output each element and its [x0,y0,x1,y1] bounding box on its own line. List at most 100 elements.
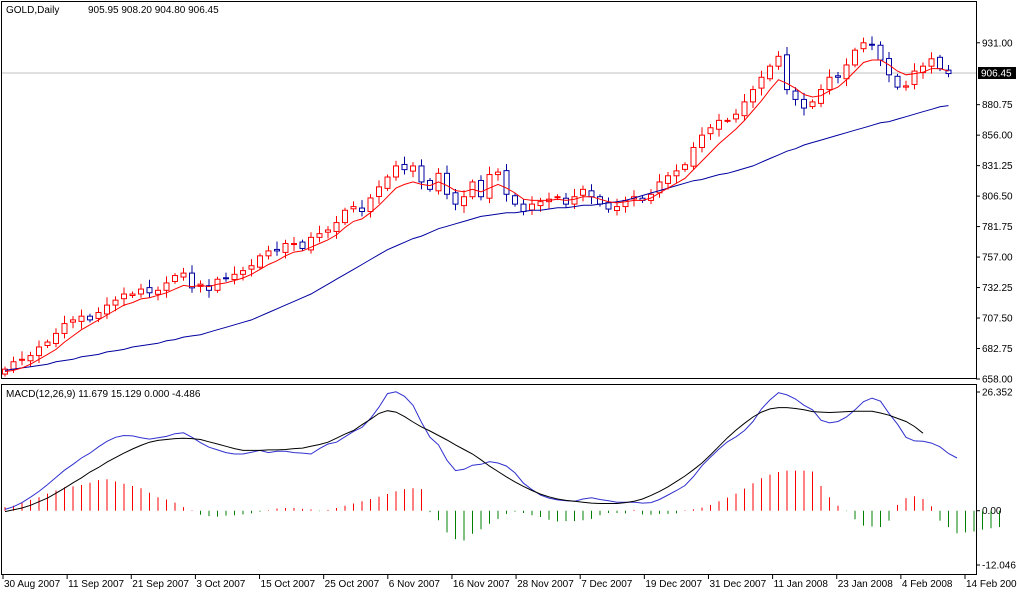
candle [775,51,782,70]
candle [291,236,297,251]
candle [452,188,459,211]
candle [750,85,756,109]
price-axis: 931.00 880.75 856.00 831.25 806.50 781.75 757.… [976,38,1013,386]
candle [894,73,901,90]
time-tick-label: 21 Sep 2007 [132,579,189,590]
candle [580,185,586,202]
candle [928,52,935,74]
candle [112,296,119,312]
candle [665,171,671,190]
moving-averages [4,59,949,373]
candle [342,207,348,226]
candle [648,189,654,205]
candle [376,180,382,204]
macd-tick-label: 0.00 [982,506,1002,517]
candle [223,272,229,282]
price-pane-frame [1,1,977,379]
signal-line [4,407,924,513]
time-tick-label: 15 Oct 2007 [261,579,316,590]
candle [401,156,408,175]
candle [70,316,76,329]
time-tick-label: 25 Oct 2007 [325,579,380,590]
candle [503,164,510,202]
candle [350,201,357,213]
candle [673,164,680,184]
candle [486,166,493,204]
candle [44,339,51,348]
candle [843,58,850,87]
candle [299,239,306,251]
time-tick-label: 30 Aug 2007 [4,579,61,590]
candle [495,168,501,181]
macd-label: MACD(12,26,9) 11.679 15.129 0.000 -4.486 [6,389,201,400]
time-tick-label: 16 Nov 2007 [453,579,510,590]
candle [410,162,416,178]
candle [393,160,399,181]
time-axis: 30 Aug 2007 11 Sep 2007 21 Sep 2007 3 Oct 2… [2,575,1017,590]
time-tick-label: 6 Nov 2007 [389,579,441,590]
candle [707,123,714,140]
candle [512,193,518,207]
ma-slow-line [4,105,949,371]
candle [852,47,858,68]
candle [911,63,918,90]
macd-line [4,391,958,510]
symbol-label: GOLD,Daily [6,5,59,16]
candle [121,287,127,307]
current-price-tag: 906.45 [978,67,1016,80]
candle [784,46,790,95]
time-tick-label: 14 Feb 2008 [966,579,1017,590]
candle [724,117,731,123]
candle [53,328,59,348]
candle [316,225,323,243]
time-tick-label: 4 Feb 2008 [902,579,953,590]
candle [19,351,25,366]
candle [78,309,85,329]
candle [274,241,280,256]
candle [903,80,909,91]
macd-tick-label: 26.352 [982,388,1013,399]
ma-fast-line [4,59,949,373]
candle [682,162,688,172]
price-tick-label: 682.75 [982,344,1013,355]
candle [138,283,144,298]
candle [206,279,212,298]
candle [690,142,697,170]
candle [741,94,748,121]
candle [172,273,178,284]
price-tick-label: 831.25 [982,161,1013,172]
macd-pane-frame [1,384,977,575]
candle [801,92,807,116]
candle [265,245,272,260]
price-tick-label: 931.00 [982,38,1013,49]
candle [767,63,773,82]
macd-histogram [4,470,1000,541]
candle [478,175,484,201]
candle [61,315,68,339]
time-tick-label: 19 Dec 2007 [645,579,702,590]
price-tick-label: 732.25 [982,283,1013,294]
price-tick-label: 806.50 [982,192,1013,203]
candle [359,200,365,217]
ohlc-label: 905.95 908.20 904.80 906.45 [88,5,219,16]
candle [945,64,952,78]
candle [758,70,765,96]
candle [792,87,799,106]
time-tick-label: 31 Dec 2007 [709,579,766,590]
candle [308,232,314,254]
candle [87,313,93,323]
candle [835,71,841,84]
candle [257,253,263,270]
candle [325,226,331,239]
time-tick-label: 11 Jan 2008 [774,579,829,590]
candle [869,36,875,51]
candle [189,265,195,293]
candle [699,127,705,153]
price-tick-label: 757.00 [982,253,1013,264]
time-tick-label: 11 Sep 2007 [68,579,124,590]
candle [163,276,170,298]
macd-axis: 26.352 0.00 -12.046 [976,388,1016,572]
candle [716,113,722,137]
